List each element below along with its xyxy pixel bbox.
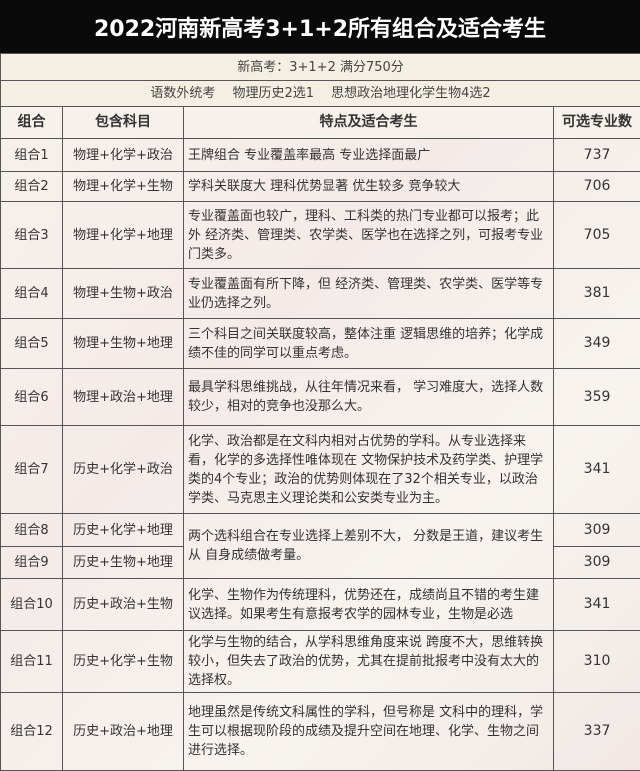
combination-name: 组合10 xyxy=(1,579,63,631)
subtitle-rules: 语数外统考 物理历史2选1 思想政治地理化学生物4选2 xyxy=(1,81,640,107)
major-count: 381 xyxy=(554,269,640,319)
major-count: 706 xyxy=(554,172,640,202)
major-count: 359 xyxy=(554,369,640,426)
table-row: 组合6 物理+政治+地理最具学科思维挑战，从往年情况来看， 学习难度大，选择人数… xyxy=(1,369,640,426)
major-count: 337 xyxy=(554,693,640,771)
description: 化学与生物的结合，从学科思维角度来说 跨度不大，思维转换较小，但失去了政治的优势… xyxy=(184,631,554,693)
header-major-count: 可选专业数 xyxy=(554,107,640,139)
subjects: 物理+政治+地理 xyxy=(63,369,184,426)
combination-name: 组合11 xyxy=(1,631,63,693)
subjects: 物理+生物+地理 xyxy=(63,319,184,369)
subjects: 物理+生物+政治 xyxy=(63,269,184,319)
description: 化学、生物作为传统理科，优势还在，成绩尚且不错的考生建议选择。如果考生有意报考农… xyxy=(184,579,554,631)
major-count: 309 xyxy=(554,547,640,579)
table-row: 组合11 历史+化学+生物化学与生物的结合，从学科思维角度来说 跨度不大，思维转… xyxy=(1,631,640,693)
major-count: 349 xyxy=(554,319,640,369)
subjects: 历史+生物+地理 xyxy=(63,547,184,579)
combination-name: 组合8 xyxy=(1,514,63,547)
major-count: 705 xyxy=(554,202,640,269)
combination-name: 组合1 xyxy=(1,139,63,172)
subjects: 历史+化学+政治 xyxy=(63,426,184,514)
combination-name: 组合3 xyxy=(1,202,63,269)
table-row: 组合10 历史+政治+生物化学、生物作为传统理科，优势还在，成绩尚且不错的考生建… xyxy=(1,579,640,631)
combination-name: 组合2 xyxy=(1,172,63,202)
combination-name: 组合7 xyxy=(1,426,63,514)
combination-name: 组合4 xyxy=(1,269,63,319)
page-title: 2022河南新高考3+1+2所有组合及适合考生 xyxy=(0,0,640,53)
header-features: 特点及适合考生 xyxy=(184,107,554,139)
subtitle-score: 新高考：3+1+2 满分750分 xyxy=(1,54,640,81)
description: 王牌组合 专业覆盖率最高 专业选择面最广 xyxy=(184,139,554,172)
description: 两个选科组合在专业选择上差别不大， 分数是王道，建议考生从 自身成绩做考量。 xyxy=(184,514,554,579)
major-count: 341 xyxy=(554,579,640,631)
description: 专业覆盖面也较广，理科、工科类的热门专业都可以报考；此外 经济类、管理类、农学类… xyxy=(184,202,554,269)
table-row: 组合5 物理+生物+地理三个科目之间关联度较高，整体注重 逻辑思维的培养；化学成… xyxy=(1,319,640,369)
header-subjects: 包含科目 xyxy=(63,107,184,139)
description: 学科关联度大 理科优势显著 优生较多 竞争较大 xyxy=(184,172,554,202)
combination-name: 组合5 xyxy=(1,319,63,369)
description: 专业覆盖面有所下降，但 经济类、管理类、农学类、医学等专业仍选择之列。 xyxy=(184,269,554,319)
subjects: 物理+化学+政治 xyxy=(63,139,184,172)
table-row: 组合12 历史+政治+地理地理虽然是传统文科属性的学科，但号称是 文科中的理科，… xyxy=(1,693,640,771)
major-count: 309 xyxy=(554,514,640,547)
description: 三个科目之间关联度较高，整体注重 逻辑思维的培养；化学成绩不佳的同学可以重点考虑… xyxy=(184,319,554,369)
combination-name: 组合12 xyxy=(1,693,63,771)
subjects: 物理+化学+生物 xyxy=(63,172,184,202)
subjects: 物理+化学+地理 xyxy=(63,202,184,269)
subjects: 历史+化学+地理 xyxy=(63,514,184,547)
table-row: 组合3 物理+化学+地理专业覆盖面也较广，理科、工科类的热门专业都可以报考；此外… xyxy=(1,202,640,269)
subjects: 历史+政治+地理 xyxy=(63,693,184,771)
table-row: 组合8 历史+化学+地理两个选科组合在专业选择上差别不大， 分数是王道，建议考生… xyxy=(1,514,640,547)
combination-name: 组合6 xyxy=(1,369,63,426)
table-row: 组合4 物理+生物+政治专业覆盖面有所下降，但 经济类、管理类、农学类、医学等专… xyxy=(1,269,640,319)
subjects: 历史+化学+生物 xyxy=(63,631,184,693)
description: 化学、政治都是在文科内相对占优势的学科。从专业选择来看，化学的多选择性唯体现在 … xyxy=(184,426,554,514)
major-count: 341 xyxy=(554,426,640,514)
subjects: 历史+政治+生物 xyxy=(63,579,184,631)
major-count: 310 xyxy=(554,631,640,693)
description: 地理虽然是传统文科属性的学科，但号称是 文科中的理科，学生可以根据现阶段的成绩及… xyxy=(184,693,554,771)
description: 最具学科思维挑战，从往年情况来看， 学习难度大，选择人数较少，相对的竞争也没那么… xyxy=(184,369,554,426)
table-row: 组合7 历史+化学+政治化学、政治都是在文科内相对占优势的学科。从专业选择来看，… xyxy=(1,426,640,514)
major-count: 737 xyxy=(554,139,640,172)
combination-name: 组合9 xyxy=(1,547,63,579)
header-combination: 组合 xyxy=(1,107,63,139)
combination-table: 新高考：3+1+2 满分750分 语数外统考 物理历史2选1 思想政治地理化学生… xyxy=(0,53,640,771)
